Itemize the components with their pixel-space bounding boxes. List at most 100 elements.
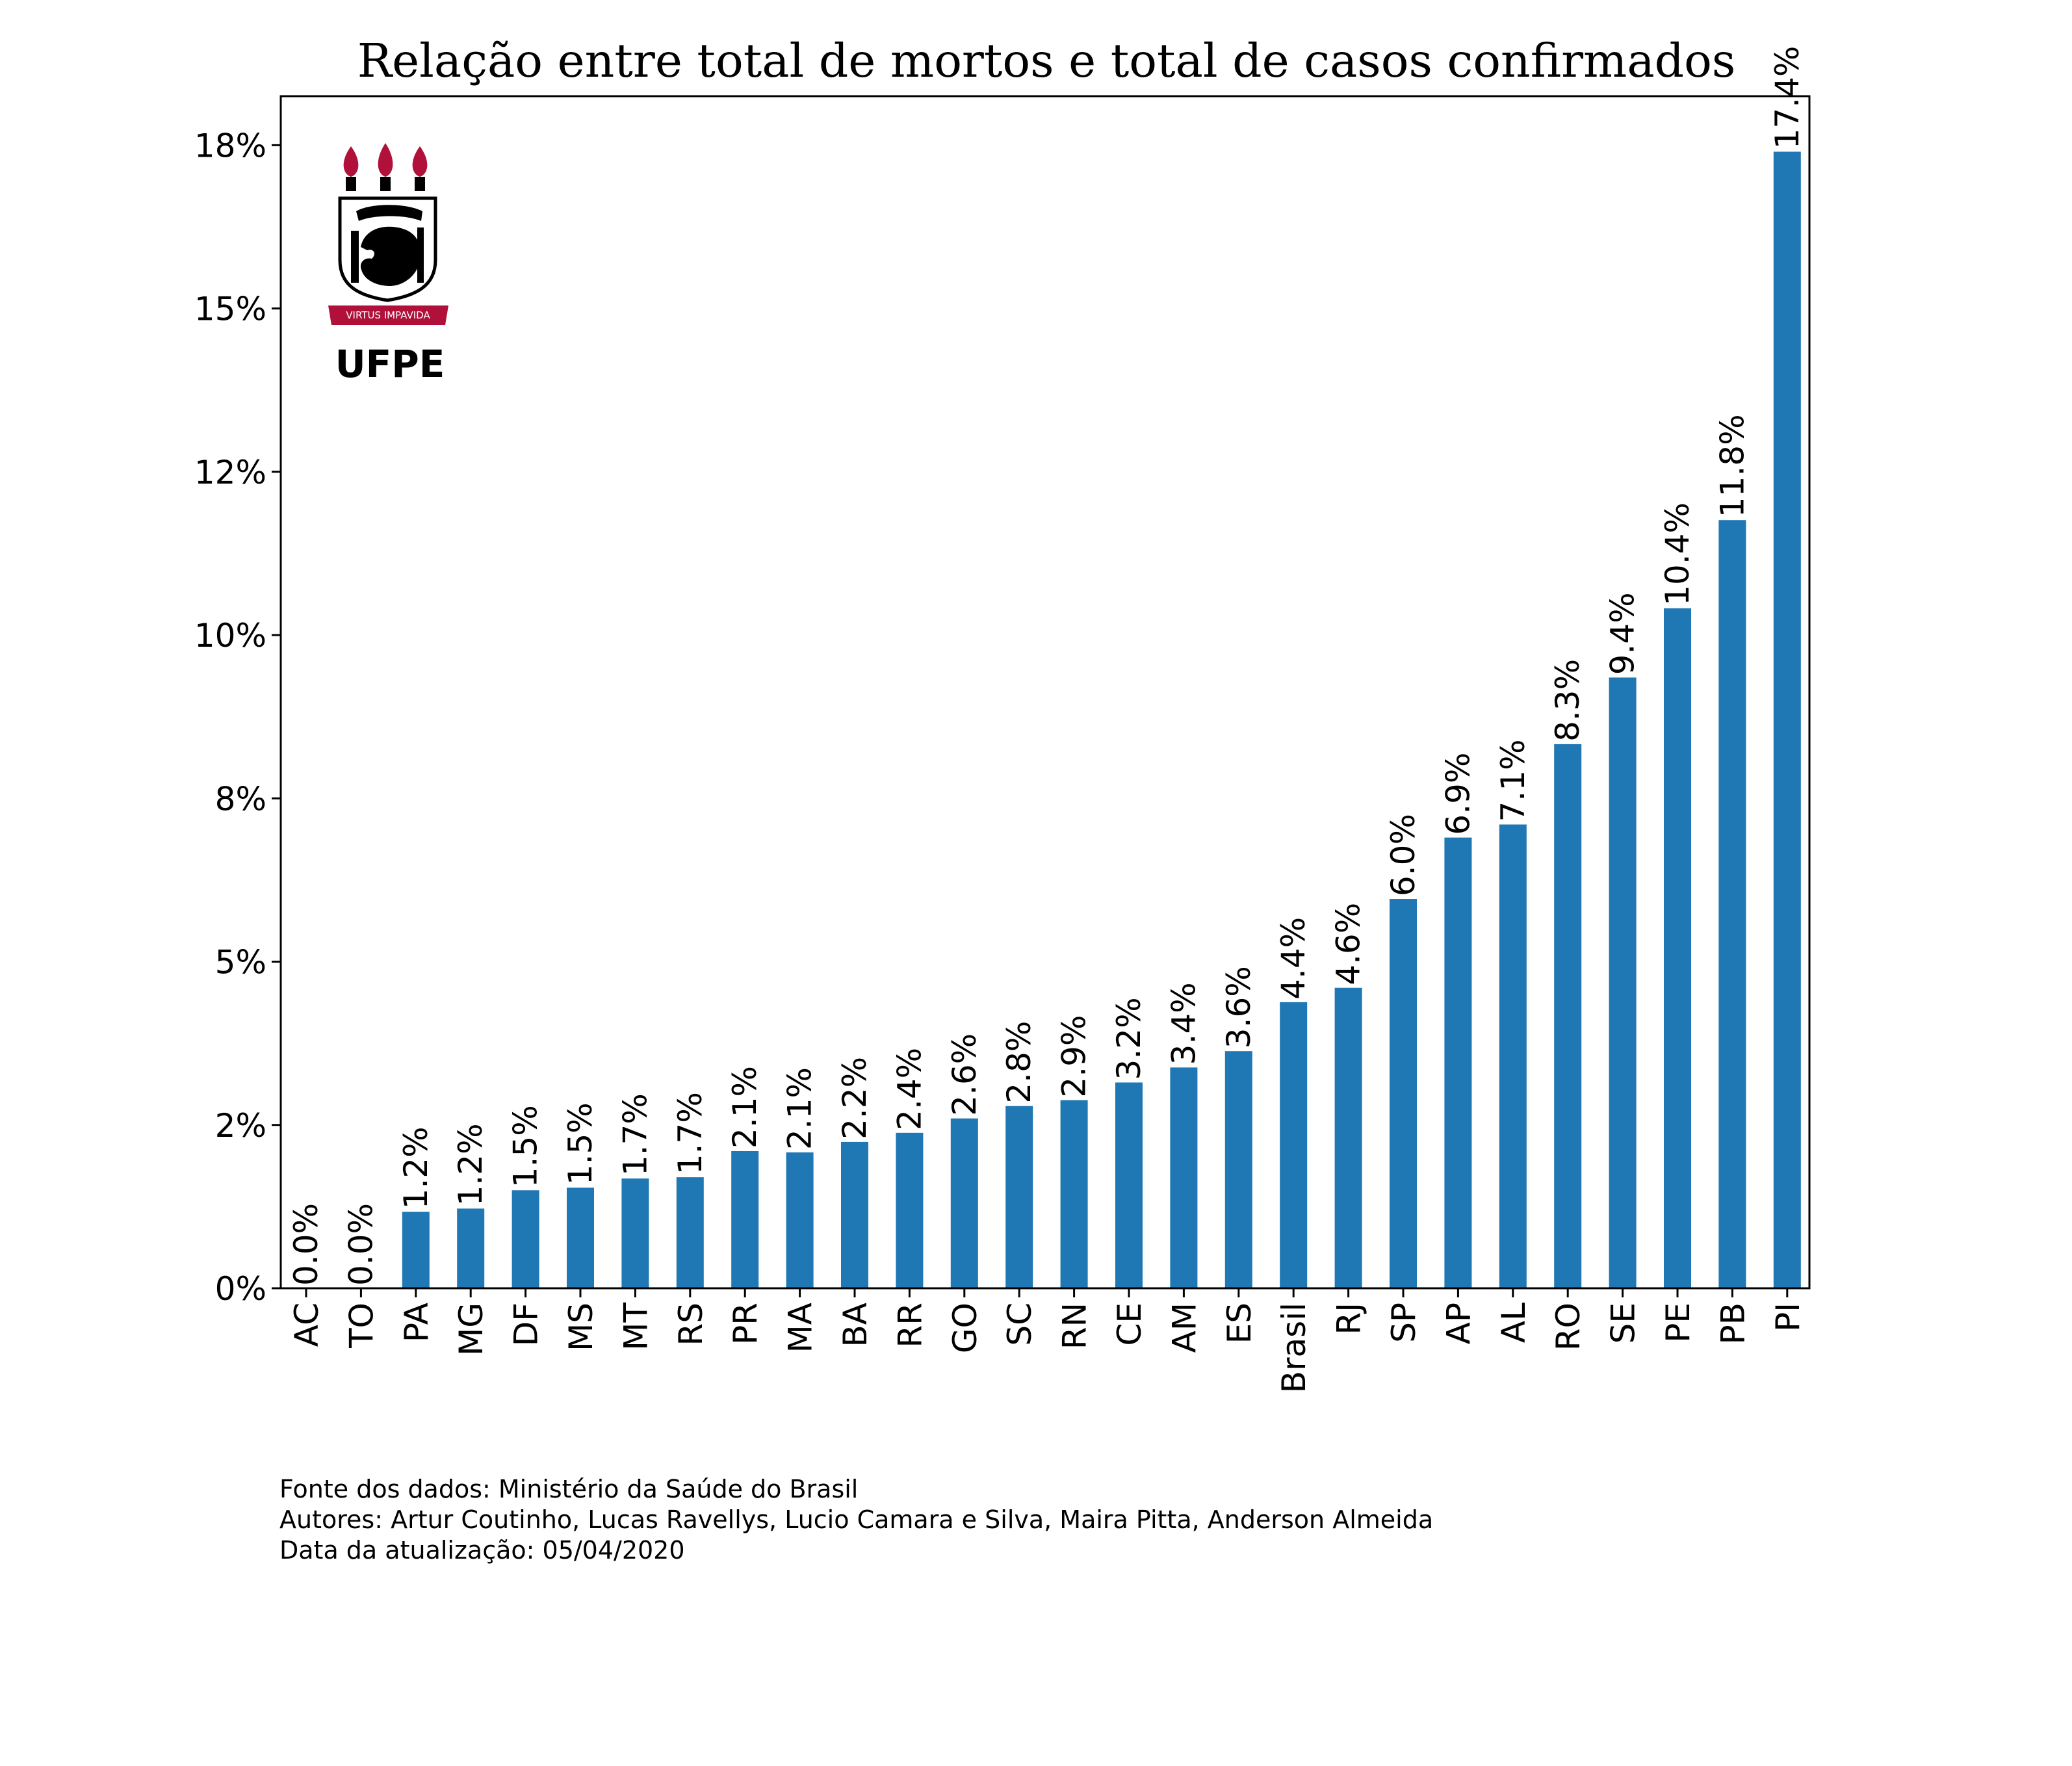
bar-ro bbox=[1554, 744, 1582, 1288]
ufpe-logo: VIRTUS IMPAVIDA UFPE bbox=[328, 143, 448, 386]
footer-updated: Data da atualização: 05/04/2020 bbox=[279, 1536, 685, 1565]
y-tick-label: 10% bbox=[194, 617, 266, 655]
y-tick-label: 18% bbox=[194, 127, 266, 164]
bar-value-label: 2.8% bbox=[1000, 1021, 1038, 1104]
bar-rn bbox=[1060, 1100, 1088, 1288]
x-tick-label: PB bbox=[1714, 1303, 1752, 1344]
bar-rr bbox=[896, 1132, 924, 1288]
x-tick-label: RS bbox=[672, 1303, 710, 1345]
bar-pa bbox=[402, 1212, 430, 1288]
x-tick-label: DF bbox=[508, 1303, 545, 1346]
x-tick-label: PA bbox=[398, 1303, 435, 1342]
bar-value-label: 0.0% bbox=[287, 1203, 325, 1286]
bar-value-label: 3.4% bbox=[1165, 982, 1202, 1065]
x-tick-label: MS bbox=[562, 1303, 600, 1351]
x-tick-label: AC bbox=[288, 1303, 326, 1347]
bar-ce bbox=[1115, 1082, 1143, 1288]
bar-value-label: 2.6% bbox=[946, 1033, 983, 1116]
bar-value-label: 2.1% bbox=[726, 1066, 764, 1149]
bar-value-label: 6.0% bbox=[1384, 814, 1422, 896]
bar-mg bbox=[457, 1208, 485, 1288]
bar-value-label: 3.6% bbox=[1220, 966, 1258, 1048]
bar-pr bbox=[731, 1150, 759, 1288]
x-tick-label: TO bbox=[343, 1303, 380, 1349]
x-tick-label: PI bbox=[1769, 1303, 1807, 1332]
bar-value-label: 0.0% bbox=[342, 1203, 380, 1286]
bar-al bbox=[1499, 824, 1527, 1288]
bar-value-label: 3.2% bbox=[1110, 997, 1148, 1080]
x-tick-label: MA bbox=[782, 1303, 820, 1353]
x-tick-label: AM bbox=[1165, 1303, 1203, 1353]
x-tick-label: AP bbox=[1440, 1303, 1477, 1344]
x-tick-label: MT bbox=[617, 1303, 654, 1351]
x-axis: AC TO PA MG DF MS MT RS PR MA BA RR GO SC RN CE AM ES Bras… bbox=[288, 1288, 1807, 1393]
x-tick-label: PE bbox=[1659, 1303, 1697, 1343]
bar-pi bbox=[1773, 151, 1801, 1288]
bar-value-label: 7.1% bbox=[1494, 739, 1532, 822]
bar-mt bbox=[621, 1178, 649, 1288]
logo-motto: VIRTUS IMPAVIDA bbox=[346, 309, 430, 321]
footer-authors: Autores: Artur Coutinho, Lucas Ravellys,… bbox=[279, 1505, 1434, 1534]
y-axis: 0% 2% 5% 8% 10% 12% 15% 18% bbox=[194, 127, 281, 1308]
x-tick-label: Brasil bbox=[1275, 1303, 1313, 1393]
bar-value-label: 8.3% bbox=[1549, 659, 1586, 742]
bar-pe bbox=[1664, 608, 1691, 1289]
bar-ma bbox=[786, 1152, 814, 1288]
footer-source: Fonte dos dados: Ministério da Saúde do … bbox=[279, 1475, 859, 1503]
logo-text: UFPE bbox=[335, 342, 445, 386]
bar-es bbox=[1224, 1051, 1252, 1288]
bar-value-label: 1.5% bbox=[562, 1102, 599, 1185]
lion-icon bbox=[360, 226, 421, 286]
bar-value-label: 1.7% bbox=[671, 1092, 709, 1175]
bar-value-label: 4.4% bbox=[1275, 917, 1312, 1000]
x-tick-label: RN bbox=[1056, 1303, 1094, 1349]
x-tick-label: RJ bbox=[1330, 1303, 1368, 1335]
bar-sc bbox=[1005, 1106, 1033, 1288]
x-tick-label: GO bbox=[946, 1303, 984, 1353]
bar-ap bbox=[1444, 837, 1472, 1288]
motto-ribbon bbox=[328, 305, 448, 325]
x-tick-label: CE bbox=[1111, 1303, 1148, 1346]
bar-am bbox=[1170, 1067, 1198, 1288]
x-tick-label: ES bbox=[1221, 1303, 1258, 1344]
bar-value-label: 2.9% bbox=[1055, 1015, 1093, 1098]
x-tick-label: PR bbox=[727, 1303, 764, 1345]
bar-brasil bbox=[1280, 1002, 1308, 1288]
bar-value-label: 2.4% bbox=[890, 1048, 928, 1130]
bar-pb bbox=[1718, 520, 1746, 1288]
y-tick-label: 8% bbox=[215, 780, 266, 818]
bar-value-label: 9.4% bbox=[1604, 592, 1642, 675]
bar-sp bbox=[1390, 899, 1417, 1288]
bar-rs bbox=[676, 1177, 704, 1288]
bar-df bbox=[512, 1190, 539, 1288]
bar-ms bbox=[567, 1188, 594, 1288]
x-tick-label: RR bbox=[891, 1303, 929, 1347]
x-tick-label: MG bbox=[452, 1303, 490, 1356]
bar-value-label: 4.6% bbox=[1330, 903, 1367, 985]
bars bbox=[402, 151, 1801, 1289]
bar-labels: 0.0% 0.0% 1.2% 1.2% 1.5% 1.5% 1.7% 1.7% 2.1% 2.1%… bbox=[287, 46, 1806, 1286]
y-tick-label: 5% bbox=[215, 944, 266, 981]
y-tick-label: 2% bbox=[215, 1107, 266, 1145]
bar-ba bbox=[841, 1141, 868, 1288]
x-tick-label: SP bbox=[1385, 1303, 1423, 1343]
y-tick-label: 0% bbox=[215, 1270, 266, 1308]
bar-go bbox=[950, 1118, 978, 1288]
bar-value-label: 17.4% bbox=[1768, 46, 1806, 149]
bar-rj bbox=[1334, 987, 1362, 1288]
y-tick-label: 12% bbox=[194, 454, 266, 491]
y-tick-label: 15% bbox=[194, 291, 266, 328]
bar-value-label: 1.2% bbox=[397, 1126, 435, 1209]
footer: Fonte dos dados: Ministério da Saúde do … bbox=[279, 1474, 1433, 1566]
bar-value-label: 10.4% bbox=[1659, 502, 1696, 606]
bar-value-label: 1.2% bbox=[452, 1123, 489, 1206]
x-tick-label: SE bbox=[1605, 1303, 1642, 1344]
chart-title: Relação entre total de mortos e total de… bbox=[357, 34, 1736, 88]
x-tick-label: SC bbox=[1001, 1303, 1039, 1346]
x-tick-label: BA bbox=[836, 1303, 874, 1347]
bar-value-label: 1.7% bbox=[616, 1093, 654, 1176]
x-tick-label: AL bbox=[1495, 1303, 1533, 1343]
bar-se bbox=[1609, 677, 1637, 1288]
bar-value-label: 2.2% bbox=[836, 1057, 874, 1139]
